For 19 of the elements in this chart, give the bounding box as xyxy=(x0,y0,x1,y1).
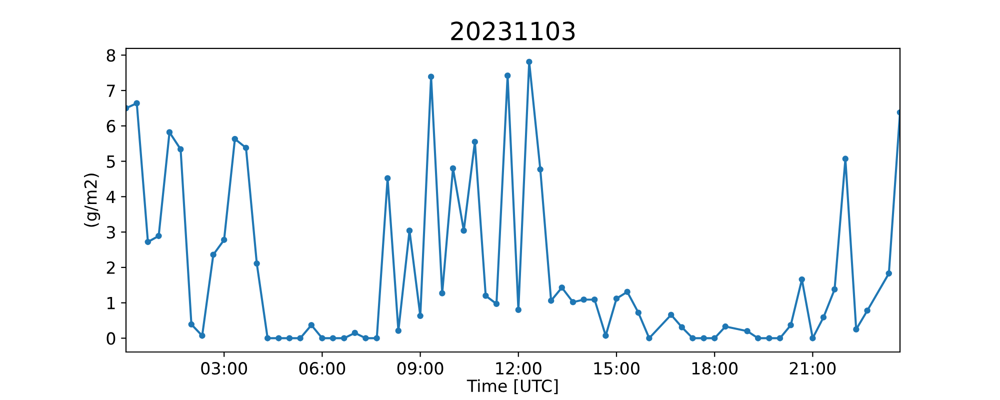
x-axis-title: Time [UTC] xyxy=(466,379,558,394)
y-tick-label: 5 xyxy=(106,155,115,168)
x-tick-label: 09:00 xyxy=(397,362,444,375)
y-axis-title: (g/m2) xyxy=(84,174,100,227)
chart-title: 20231103 xyxy=(451,22,575,40)
x-tick-label: 18:00 xyxy=(692,362,738,375)
y-tick-label: 7 xyxy=(107,84,115,97)
y-tick-label: 3 xyxy=(106,226,115,239)
x-tick-label: 06:00 xyxy=(299,362,346,375)
y-tick-label: 1 xyxy=(108,296,115,310)
x-tick-label: 21:00 xyxy=(790,362,836,375)
x-tick-label: 12:00 xyxy=(496,362,542,375)
y-tick-label: 6 xyxy=(106,120,116,132)
y-tick-label: 0 xyxy=(106,332,116,345)
y-tick-label: 8 xyxy=(106,49,116,62)
y-tick-label: 2 xyxy=(106,261,115,274)
x-tick-label: 15:00 xyxy=(594,362,640,375)
y-tick-label: 4 xyxy=(106,190,116,203)
x-tick-label: 03:00 xyxy=(201,362,248,375)
